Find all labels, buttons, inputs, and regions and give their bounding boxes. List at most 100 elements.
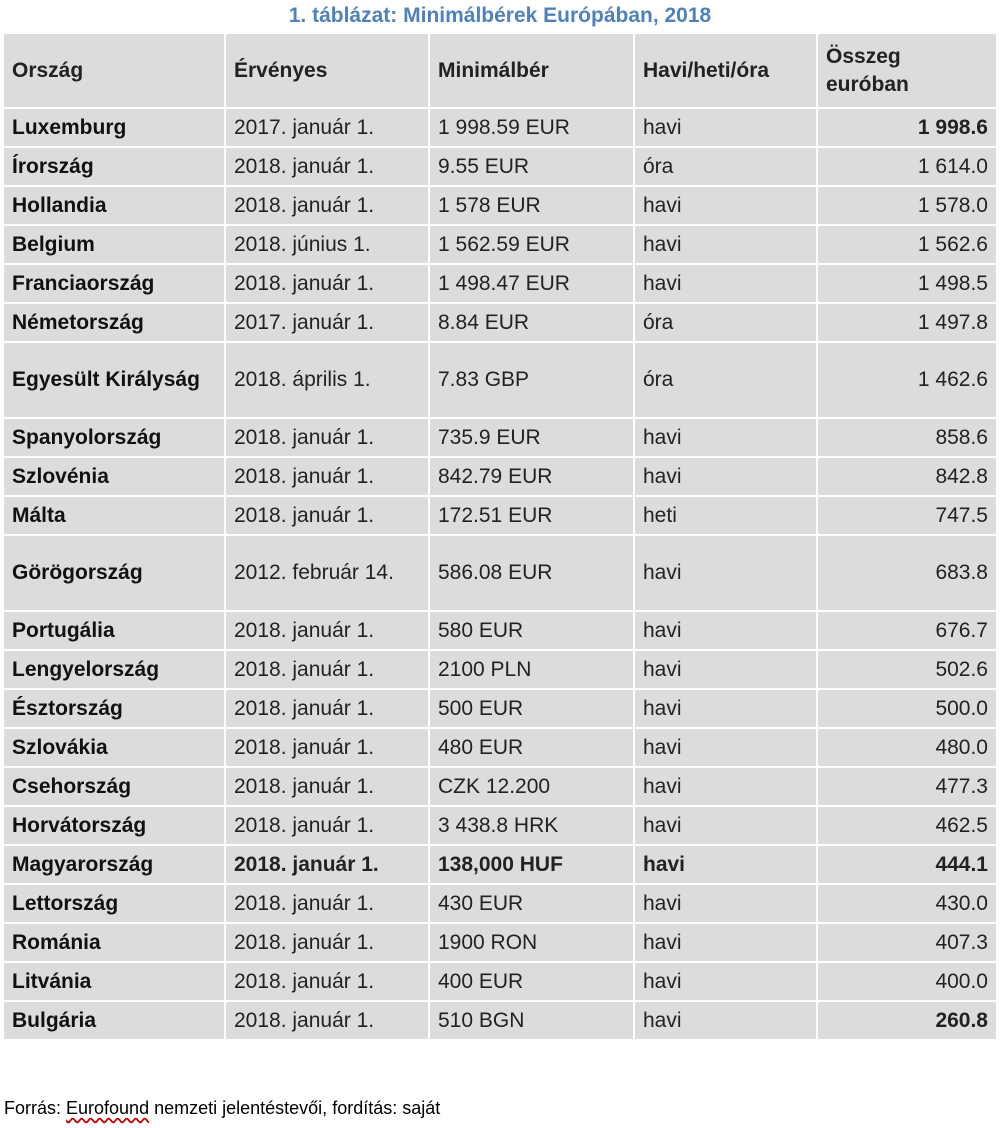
eur-amount-cell: 747.5 [816,495,998,536]
valid-date-cell: 2018. január 1. [224,922,430,963]
table-row: Franciaország 2018. január 1. 1 498.47 EUR… [2,263,998,304]
period-cell: havi [633,688,818,729]
table-row: Portugália 2018. január 1. 580 EUR havi 676.… [2,610,998,651]
period-cell: havi [633,961,818,1002]
table-row: Málta 2018. január 1. 172.51 EUR heti 747.5 [2,495,998,536]
table-row: Spanyolország 2018. január 1. 735.9 EUR hav… [2,417,998,458]
period-cell: havi [633,1000,818,1041]
period-cell: havi [633,844,818,885]
eur-amount-cell: 260.8 [816,1000,998,1041]
valid-date-cell: 2018. január 1. [224,805,430,846]
table-row: Görögország 2012. február 14. 586.08 EUR ha… [2,534,998,612]
country-cell: Lettország [2,883,226,924]
eur-amount-cell: 1 562.6 [816,224,998,265]
eur-amount-cell: 1 578.0 [816,185,998,226]
table-row: Horvátország 2018. január 1. 3 438.8 HRK ha… [2,805,998,846]
table-body: Luxemburg 2017. január 1. 1 998.59 EUR havi… [2,107,998,1041]
minimum-wage-cell: 500 EUR [428,688,635,729]
valid-date-cell: 2018. január 1. [224,495,430,536]
valid-date-cell: 2018. január 1. [224,649,430,690]
valid-date-cell: 2018. január 1. [224,766,430,807]
eur-amount-cell: 462.5 [816,805,998,846]
table-row: Hollandia 2018. január 1. 1 578 EUR havi 1 5… [2,185,998,226]
table-title: 1. táblázat: Minimálbérek Európában, 201… [288,4,712,27]
valid-date-cell: 2018. január 1. [224,1000,430,1041]
header-valid: Érvényes [224,32,430,109]
table-row: Litvánia 2018. január 1. 400 EUR havi 400.0 [2,961,998,1002]
eur-amount-cell: 858.6 [816,417,998,458]
country-cell: Portugália [2,610,226,651]
table-row: Csehország 2018. január 1. CZK 12.200 havi 4… [2,766,998,807]
minimum-wage-cell: 138,000 HUF [428,844,635,885]
valid-date-cell: 2018. január 1. [224,146,430,187]
period-cell: heti [633,495,818,536]
header-country: Ország [2,32,226,109]
table-row: Írország 2018. január 1. 9.55 EUR óra 1 614.… [2,146,998,187]
minimum-wage-table: Ország Érvényes Minimálbér Havi/heti/óra… [2,32,998,1041]
period-cell: havi [633,107,818,148]
period-cell: havi [633,456,818,497]
table-row: Egyesült Királyság 2018. április 1. 7.83 G… [2,341,998,419]
source-prefix: Forrás: [4,1098,67,1118]
valid-date-cell: 2018. április 1. [224,341,430,419]
minimum-wage-cell: 2100 PLN [428,649,635,690]
eur-amount-cell: 407.3 [816,922,998,963]
table-row: Luxemburg 2017. január 1. 1 998.59 EUR havi… [2,107,998,148]
period-cell: havi [633,185,818,226]
source-eurofound: Eurofound [66,1098,150,1118]
period-cell: óra [633,341,818,419]
minimum-wage-cell: 3 438.8 HRK [428,805,635,846]
eur-amount-cell: 1 498.5 [816,263,998,304]
table-row: Magyarország 2018. január 1. 138,000 HUF ha… [2,844,998,885]
eur-amount-cell: 477.3 [816,766,998,807]
country-cell: Egyesült Királyság [2,341,226,419]
eur-amount-cell: 1 497.8 [816,302,998,343]
table-row: Belgium 2018. június 1. 1 562.59 EUR havi 1 … [2,224,998,265]
country-cell: Észtország [2,688,226,729]
country-cell: Románia [2,922,226,963]
minimum-wage-cell: 842.79 EUR [428,456,635,497]
eur-amount-cell: 480.0 [816,727,998,768]
period-cell: havi [633,610,818,651]
eur-amount-cell: 502.6 [816,649,998,690]
minimum-wage-cell: 586.08 EUR [428,534,635,612]
valid-date-cell: 2018. január 1. [224,185,430,226]
eur-amount-cell: 683.8 [816,534,998,612]
minimum-wage-cell: 7.83 GBP [428,341,635,419]
minimum-wage-cell: 400 EUR [428,961,635,1002]
valid-date-cell: 2018. január 1. [224,610,430,651]
eur-amount-cell: 430.0 [816,883,998,924]
country-cell: Görögország [2,534,226,612]
country-cell: Belgium [2,224,226,265]
period-cell: óra [633,302,818,343]
valid-date-cell: 2018. június 1. [224,224,430,265]
country-cell: Lengyelország [2,649,226,690]
header-period: Havi/heti/óra [633,32,818,109]
table-row: Lettország 2018. január 1. 430 EUR havi 430.… [2,883,998,924]
valid-date-cell: 2018. január 1. [224,456,430,497]
table-row: Németország 2017. január 1. 8.84 EUR óra 1 4… [2,302,998,343]
eur-amount-cell: 1 462.6 [816,341,998,419]
valid-date-cell: 2018. január 1. [224,844,430,885]
period-cell: havi [633,534,818,612]
period-cell: havi [633,883,818,924]
eur-amount-cell: 444.1 [816,844,998,885]
country-cell: Horvátország [2,805,226,846]
table-row: Szlovákia 2018. január 1. 480 EUR havi 480.0 [2,727,998,768]
minimum-wage-cell: CZK 12.200 [428,766,635,807]
header-wage: Minimálbér [428,32,635,109]
country-cell: Litvánia [2,961,226,1002]
valid-date-cell: 2018. január 1. [224,727,430,768]
minimum-wage-cell: 735.9 EUR [428,417,635,458]
minimum-wage-cell: 510 BGN [428,1000,635,1041]
valid-date-cell: 2012. február 14. [224,534,430,612]
country-cell: Magyarország [2,844,226,885]
country-cell: Luxemburg [2,107,226,148]
period-cell: havi [633,263,818,304]
eur-amount-cell: 500.0 [816,688,998,729]
period-cell: havi [633,922,818,963]
country-cell: Szlovákia [2,727,226,768]
period-cell: havi [633,224,818,265]
minimum-wage-cell: 1 998.59 EUR [428,107,635,148]
country-cell: Spanyolország [2,417,226,458]
